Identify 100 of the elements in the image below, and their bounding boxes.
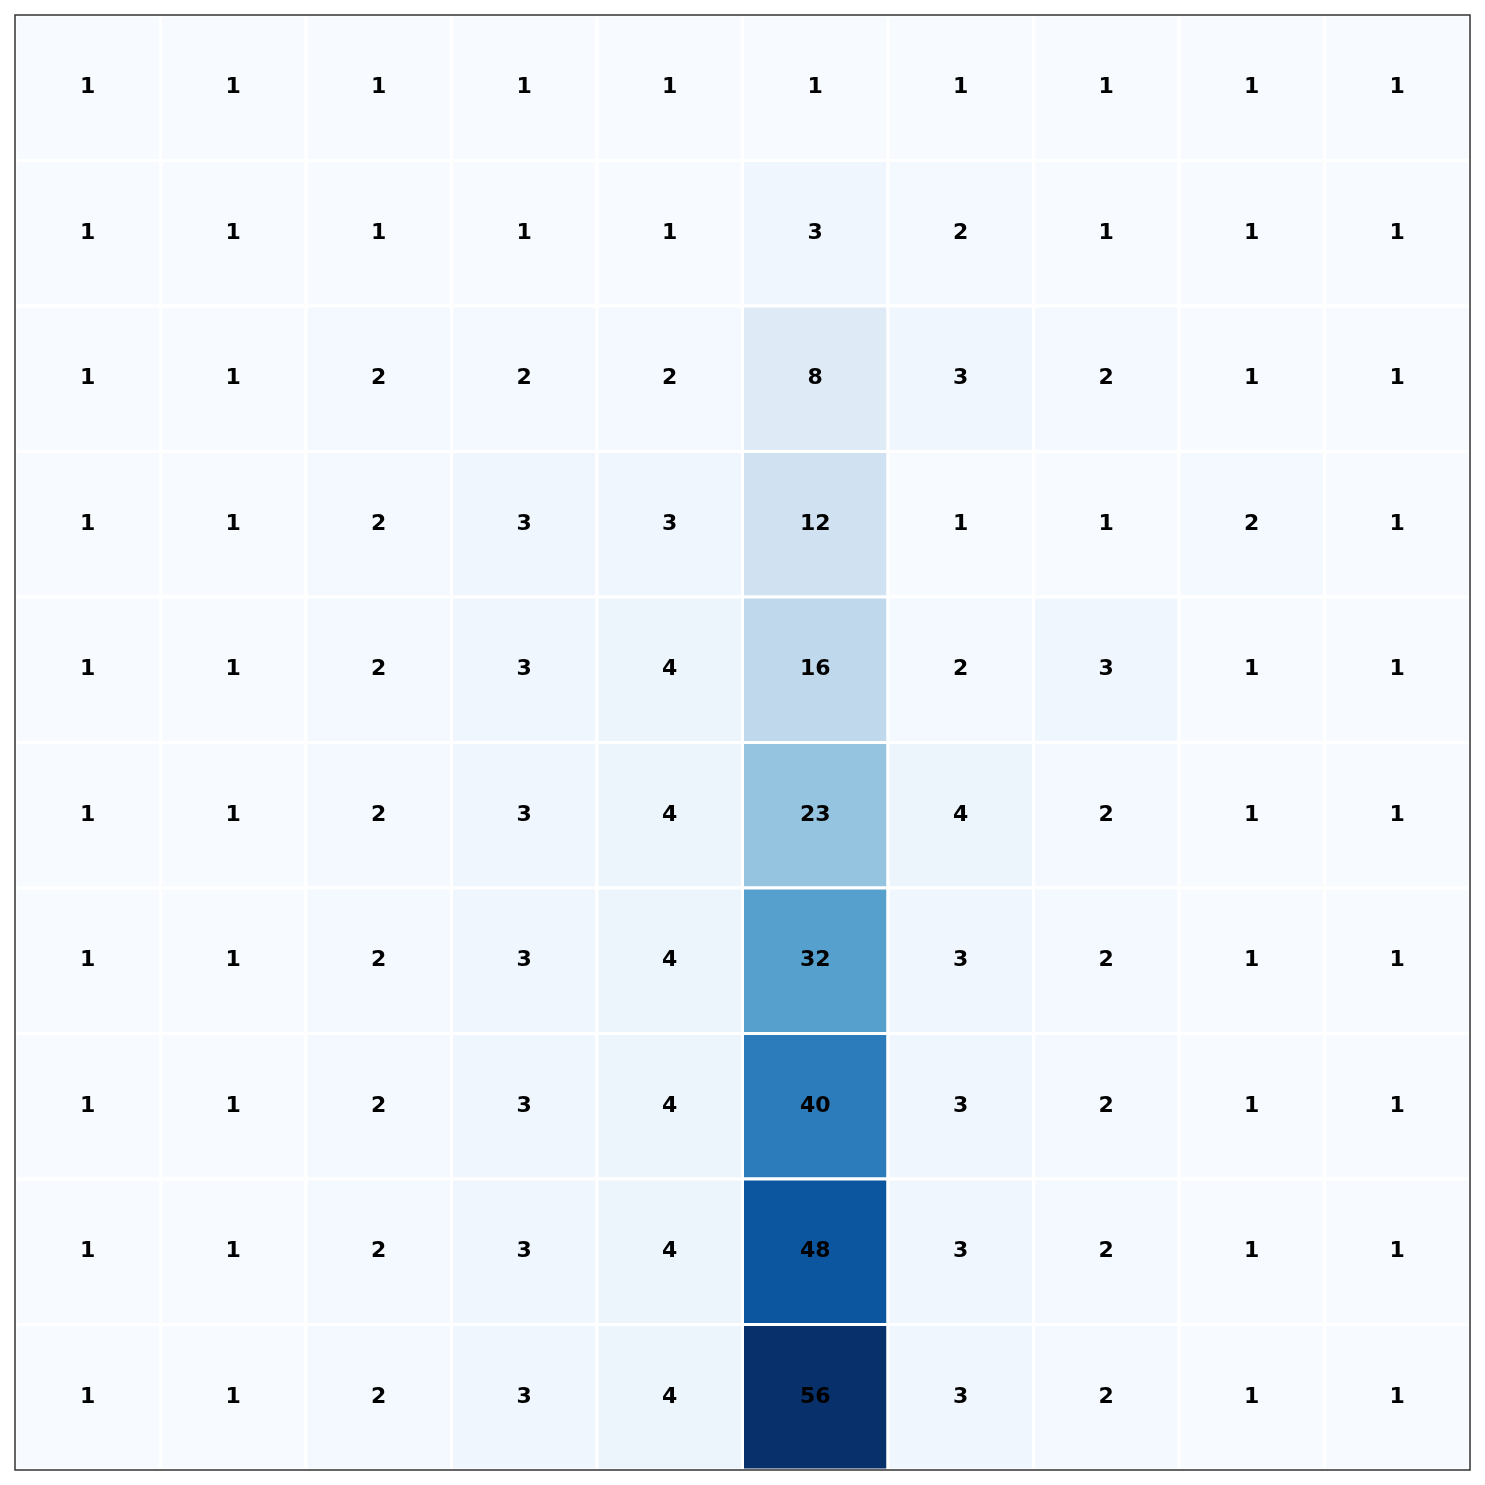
data-label: 8 <box>807 364 823 390</box>
data-label: 4 <box>662 655 678 681</box>
data-label: 2 <box>371 364 387 390</box>
data-label: 1 <box>1244 218 1260 244</box>
data-label: 2 <box>371 946 387 972</box>
data-label: 2 <box>516 364 532 390</box>
data-label: 1 <box>1389 1091 1405 1117</box>
data-label: 2 <box>371 509 387 535</box>
data-label: 1 <box>371 73 387 99</box>
data-label: 3 <box>953 1091 969 1117</box>
data-label: 1 <box>1098 509 1114 535</box>
data-label: 1 <box>516 73 532 99</box>
data-label: 3 <box>516 655 532 681</box>
data-label: 1 <box>1389 655 1405 681</box>
data-label: 2 <box>371 1382 387 1408</box>
data-label: 1 <box>80 800 96 826</box>
data-label: 3 <box>516 1237 532 1263</box>
data-label: 1 <box>1389 946 1405 972</box>
data-label: 1 <box>1244 364 1260 390</box>
data-label: 23 <box>799 800 831 826</box>
data-label: 1 <box>80 218 96 244</box>
data-label: 1 <box>1389 364 1405 390</box>
data-label: 1 <box>80 73 96 99</box>
data-label: 3 <box>516 1091 532 1117</box>
data-label: 2 <box>1098 364 1114 390</box>
data-label: 2 <box>953 655 969 681</box>
data-label: 1 <box>80 364 96 390</box>
data-label: 3 <box>953 1382 969 1408</box>
data-label: 4 <box>662 1382 678 1408</box>
data-label: 32 <box>799 946 831 972</box>
data-label: 1 <box>225 1382 241 1408</box>
data-label: 3 <box>516 800 532 826</box>
data-label: 1 <box>1244 1382 1260 1408</box>
data-label: 48 <box>799 1237 831 1263</box>
data-label: 1 <box>662 218 678 244</box>
data-label: 3 <box>516 946 532 972</box>
data-label: 1 <box>225 946 241 972</box>
data-label: 1 <box>80 946 96 972</box>
data-label: 1 <box>225 1091 241 1117</box>
data-label: 3 <box>807 218 823 244</box>
data-label: 1 <box>953 509 969 535</box>
data-label: 1 <box>1244 73 1260 99</box>
data-label: 1 <box>1098 73 1114 99</box>
data-label: 16 <box>799 655 831 681</box>
data-label: 1 <box>80 655 96 681</box>
data-label: 1 <box>80 1237 96 1263</box>
data-label: 3 <box>516 1382 532 1408</box>
data-label: 1 <box>1244 946 1260 972</box>
data-label: 2 <box>1098 1237 1114 1263</box>
data-label: 3 <box>1098 655 1114 681</box>
data-label: 2 <box>1098 800 1114 826</box>
data-label: 1 <box>1389 1382 1405 1408</box>
data-label: 2 <box>371 655 387 681</box>
data-label: 1 <box>953 73 969 99</box>
data-label: 2 <box>662 364 678 390</box>
data-label: 1 <box>1389 218 1405 244</box>
data-label: 3 <box>953 946 969 972</box>
data-label: 1 <box>1389 800 1405 826</box>
data-label: 4 <box>662 800 678 826</box>
data-label: 1 <box>225 218 241 244</box>
data-label: 1 <box>1244 655 1260 681</box>
data-label: 1 <box>807 73 823 99</box>
data-label: 1 <box>1389 1237 1405 1263</box>
data-label: 1 <box>1244 800 1260 826</box>
data-label: 1 <box>516 218 532 244</box>
data-label: 4 <box>662 946 678 972</box>
data-label: 2 <box>1098 1091 1114 1117</box>
data-label: 4 <box>953 800 969 826</box>
data-label: 4 <box>662 1237 678 1263</box>
data-label: 1 <box>80 509 96 535</box>
data-label: 1 <box>80 1382 96 1408</box>
data-label: 2 <box>371 1237 387 1263</box>
data-label: 2 <box>953 218 969 244</box>
data-label: 1 <box>1389 73 1405 99</box>
data-label: 1 <box>1098 218 1114 244</box>
data-label: 1 <box>225 655 241 681</box>
data-label: 3 <box>953 364 969 390</box>
data-label: 3 <box>953 1237 969 1263</box>
data-label: 1 <box>662 73 678 99</box>
data-label: 1 <box>1389 509 1405 535</box>
data-label: 1 <box>371 218 387 244</box>
data-label: 40 <box>799 1091 831 1117</box>
data-label: 2 <box>1098 1382 1114 1408</box>
data-label: 12 <box>799 509 831 535</box>
data-label: 1 <box>80 1091 96 1117</box>
data-label: 3 <box>516 509 532 535</box>
data-label: 1 <box>225 73 241 99</box>
data-label: 56 <box>799 1382 831 1408</box>
data-label: 2 <box>1244 509 1260 535</box>
data-label: 1 <box>225 509 241 535</box>
data-label: 1 <box>1244 1237 1260 1263</box>
data-label: 1 <box>225 1237 241 1263</box>
data-label: 2 <box>1098 946 1114 972</box>
data-label: 2 <box>371 1091 387 1117</box>
data-label: 1 <box>1244 1091 1260 1117</box>
data-label: 2 <box>371 800 387 826</box>
data-label: 3 <box>662 509 678 535</box>
data-label: 1 <box>225 364 241 390</box>
data-label: 1 <box>225 800 241 826</box>
data-label: 4 <box>662 1091 678 1117</box>
